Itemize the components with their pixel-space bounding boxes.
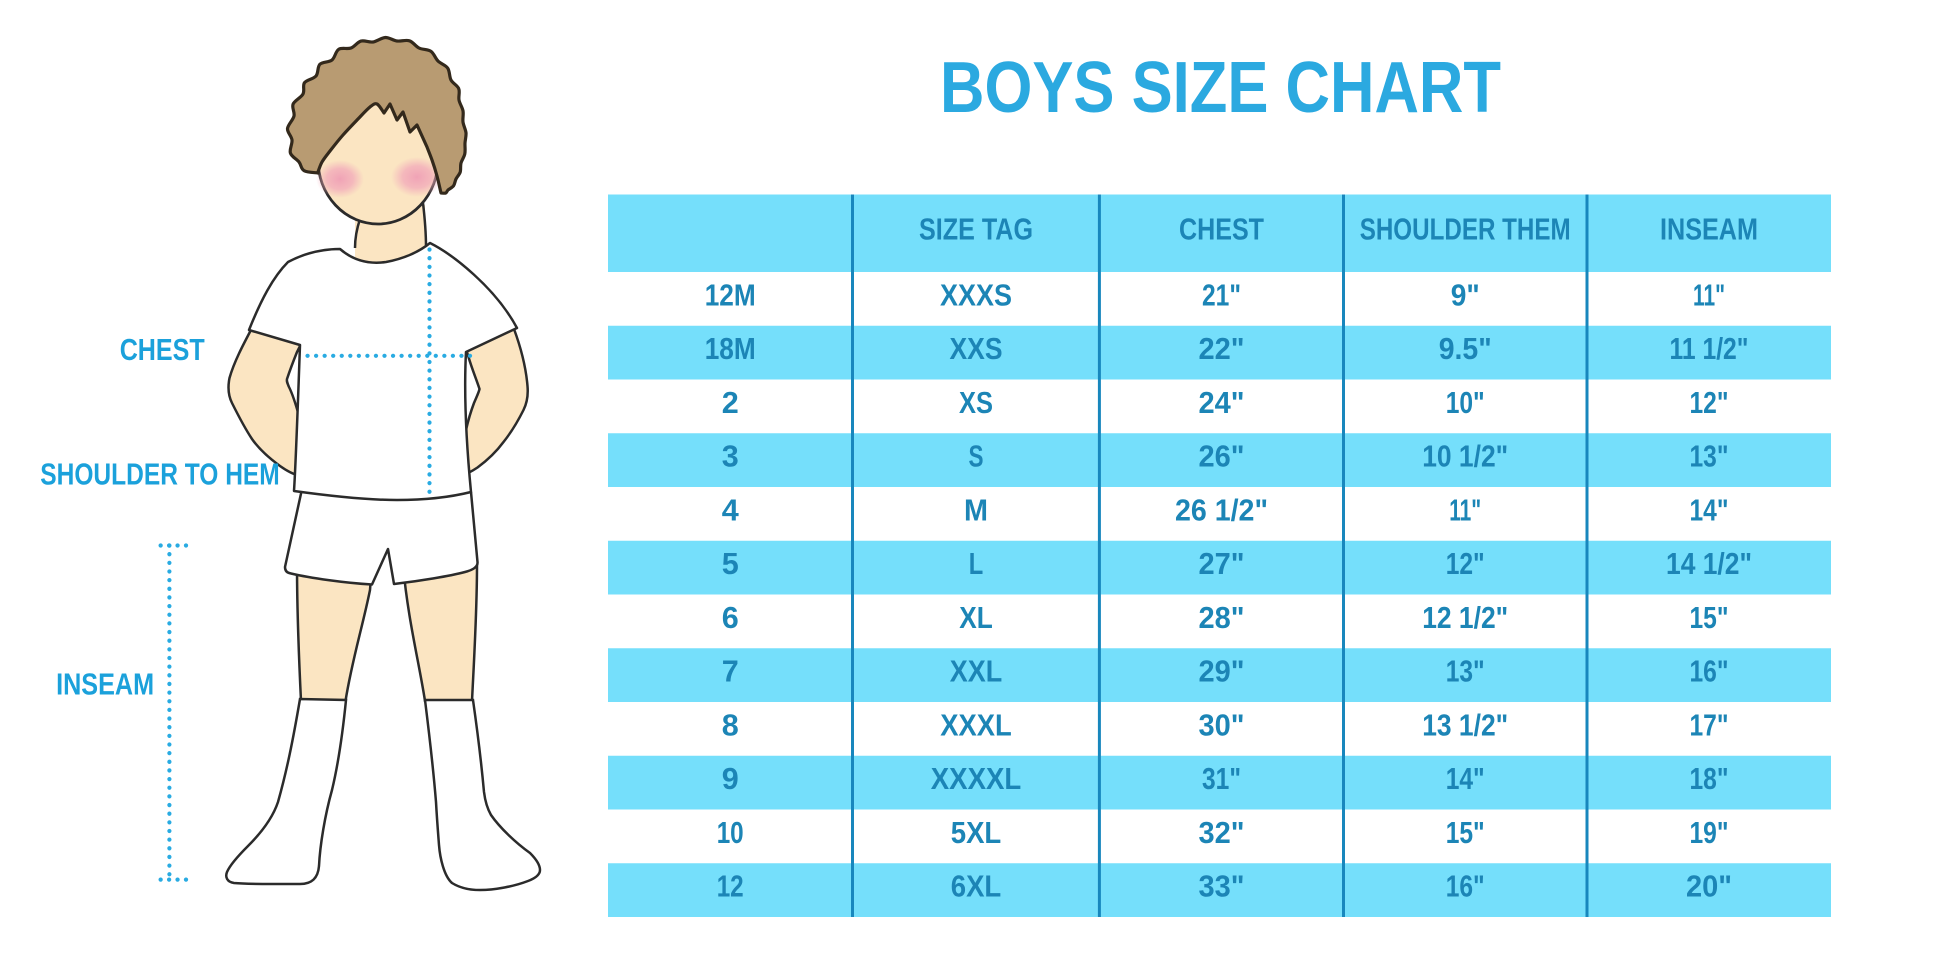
svg-text:SHOULDER THEM: SHOULDER THEM [1360,213,1571,247]
svg-text:26 1/2": 26 1/2" [1175,494,1268,528]
svg-text:BOYS SIZE CHART: BOYS SIZE CHART [940,48,1501,128]
svg-text:XXXL: XXXL [940,709,1012,743]
svg-text:29": 29" [1199,655,1245,689]
svg-text:10 1/2": 10 1/2" [1422,440,1508,474]
svg-text:SIZE TAG: SIZE TAG [919,213,1033,247]
svg-text:INSEAM: INSEAM [56,667,154,701]
svg-text:14 1/2": 14 1/2" [1666,547,1752,581]
svg-text:14": 14" [1446,762,1485,796]
svg-text:15": 15" [1690,601,1729,635]
svg-text:XXXXL: XXXXL [931,762,1022,796]
svg-text:12": 12" [1446,547,1485,581]
svg-text:12: 12 [717,870,744,904]
svg-text:24": 24" [1199,386,1245,420]
svg-text:M: M [964,494,988,528]
svg-text:12": 12" [1690,386,1729,420]
svg-text:32": 32" [1199,816,1245,850]
svg-text:11 1/2": 11 1/2" [1670,332,1749,366]
svg-text:17": 17" [1690,709,1729,743]
svg-text:16": 16" [1446,870,1485,904]
svg-text:22": 22" [1199,332,1245,366]
svg-text:9.5": 9.5" [1439,332,1492,366]
svg-text:16": 16" [1690,655,1729,689]
svg-text:21": 21" [1202,279,1241,313]
svg-text:13": 13" [1690,440,1729,474]
svg-text:11": 11" [1693,279,1725,313]
svg-text:14": 14" [1690,494,1729,528]
svg-text:11": 11" [1449,494,1481,528]
svg-text:27": 27" [1199,547,1245,581]
svg-text:28": 28" [1199,601,1245,635]
svg-text:33": 33" [1199,870,1245,904]
svg-text:XS: XS [959,386,993,420]
svg-text:9: 9 [722,762,739,796]
svg-text:2: 2 [722,386,739,420]
svg-text:XXXS: XXXS [940,279,1012,313]
svg-text:CHEST: CHEST [1179,213,1264,247]
svg-text:9": 9" [1451,279,1480,313]
svg-text:SHOULDER TO HEM: SHOULDER TO HEM [40,458,280,492]
svg-text:XL: XL [959,601,993,635]
svg-text:18": 18" [1690,762,1729,796]
svg-text:13": 13" [1446,655,1485,689]
svg-text:19": 19" [1690,816,1729,850]
svg-text:13 1/2": 13 1/2" [1422,709,1508,743]
svg-text:8: 8 [722,709,739,743]
svg-text:5XL: 5XL [951,816,1002,850]
svg-text:26": 26" [1199,440,1245,474]
svg-text:31": 31" [1202,762,1241,796]
svg-text:4: 4 [722,494,739,528]
svg-text:18M: 18M [705,332,756,366]
svg-text:12 1/2": 12 1/2" [1422,601,1508,635]
svg-text:S: S [969,440,984,474]
svg-text:10": 10" [1446,386,1485,420]
svg-text:XXS: XXS [950,332,1003,366]
svg-text:3: 3 [722,440,739,474]
svg-text:12M: 12M [705,279,756,313]
svg-text:6XL: 6XL [951,870,1002,904]
svg-text:15": 15" [1446,816,1485,850]
svg-text:7: 7 [722,655,739,689]
svg-text:10: 10 [717,816,744,850]
svg-text:6: 6 [722,601,739,635]
svg-text:CHEST: CHEST [120,333,205,367]
svg-text:30": 30" [1199,709,1245,743]
svg-text:INSEAM: INSEAM [1660,213,1758,247]
svg-text:L: L [969,547,984,581]
svg-text:20": 20" [1686,870,1732,904]
svg-text:XXL: XXL [950,655,1003,689]
svg-text:5: 5 [722,547,739,581]
